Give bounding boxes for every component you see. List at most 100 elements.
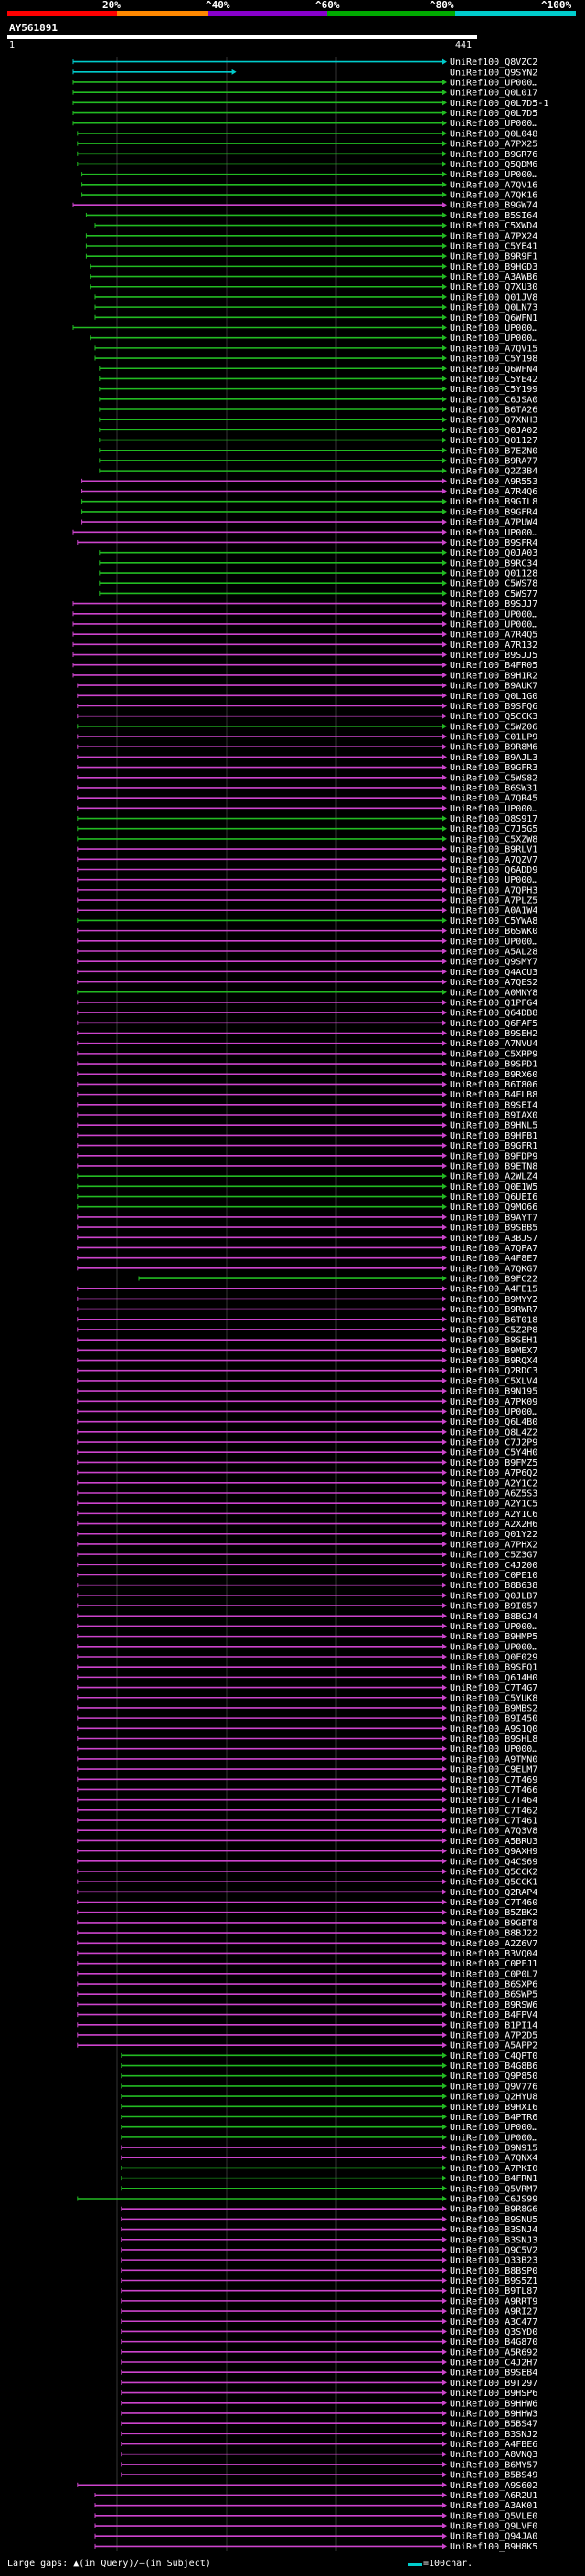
hit-label[interactable]: UniRef100_A0MNY8	[450, 988, 537, 998]
hit-label[interactable]: UniRef100_A7P2D5	[450, 2030, 537, 2041]
hit-label[interactable]: UniRef100_Q5CCK1	[450, 1878, 537, 1888]
hit-label[interactable]: UniRef100_C4J200	[450, 1561, 537, 1571]
hit-label[interactable]: UniRef100_B9HSP6	[450, 2389, 537, 2399]
hit-label[interactable]: UniRef100_UP000…	[450, 78, 537, 88]
hit-label[interactable]: UniRef100_B9SEB4	[450, 2369, 537, 2379]
hit-label[interactable]: UniRef100_C5YE42	[450, 375, 537, 385]
hit-label[interactable]: UniRef100_A5AL28	[450, 947, 537, 957]
hit-label[interactable]: UniRef100_A6Z5S3	[450, 1489, 537, 1499]
hit-label[interactable]: UniRef100_B9FDP9	[450, 1151, 537, 1161]
hit-label[interactable]: UniRef100_B9SNU5	[450, 2215, 537, 2225]
hit-label[interactable]: UniRef100_A3AWB6	[450, 272, 537, 282]
hit-label[interactable]: UniRef100_B4FRN1	[450, 2174, 537, 2184]
hit-label[interactable]: UniRef100_B5BS47	[450, 2420, 537, 2430]
hit-label[interactable]: UniRef100_C9ELM7	[450, 1765, 537, 1776]
hit-label[interactable]: UniRef100_A7PX24	[450, 231, 537, 241]
hit-label[interactable]: UniRef100_C6JS99	[450, 2194, 537, 2204]
hit-label[interactable]: UniRef100_B9AJL3	[450, 753, 537, 763]
hit-label[interactable]: UniRef100_C5WZ06	[450, 722, 537, 732]
hit-label[interactable]: UniRef100_C5XRP9	[450, 1049, 537, 1059]
hit-label[interactable]: UniRef100_Q5CCK2	[450, 1867, 537, 1877]
hit-label[interactable]: UniRef100_Q1PFG4	[450, 998, 537, 1008]
hit-label[interactable]: UniRef100_Q0JA03	[450, 548, 537, 558]
hit-label[interactable]: UniRef100_Q6J4H0	[450, 1673, 537, 1683]
hit-label[interactable]: UniRef100_Q01JV8	[450, 292, 537, 302]
hit-label[interactable]: UniRef100_Q6ADD9	[450, 865, 537, 875]
hit-label[interactable]: UniRef100_Q2RAP4	[450, 1888, 537, 1898]
hit-label[interactable]: UniRef100_Q9C5V2	[450, 2245, 537, 2255]
hit-label[interactable]: UniRef100_Q5VRM7	[450, 2184, 537, 2194]
hit-label[interactable]: UniRef100_B9MEX7	[450, 1346, 537, 1356]
hit-label[interactable]: UniRef100_UP000…	[450, 170, 537, 180]
hit-label[interactable]: UniRef100_Q0LN73	[450, 303, 537, 313]
hit-label[interactable]: UniRef100_Q01127	[450, 436, 537, 446]
hit-label[interactable]: UniRef100_Q5CCK3	[450, 712, 537, 722]
hit-label[interactable]: UniRef100_B9GW74	[450, 201, 537, 211]
hit-label[interactable]: UniRef100_B6SWK0	[450, 927, 537, 937]
hit-label[interactable]: UniRef100_A5APP2	[450, 2041, 537, 2051]
hit-label[interactable]: UniRef100_B3SNJ2	[450, 2430, 537, 2440]
hit-label[interactable]: UniRef100_A9R553	[450, 477, 537, 487]
hit-label[interactable]: UniRef100_A7PHX2	[450, 1540, 537, 1550]
hit-label[interactable]: UniRef100_A2Y1C5	[450, 1500, 537, 1510]
hit-label[interactable]: UniRef100_B9FMZ5	[450, 1458, 537, 1468]
hit-label[interactable]: UniRef100_C7T466	[450, 1786, 537, 1796]
hit-label[interactable]: UniRef100_B3SNJ3	[450, 2235, 537, 2245]
hit-label[interactable]: UniRef100_A7R132	[450, 641, 537, 651]
hit-label[interactable]: UniRef100_C4QPT0	[450, 2051, 537, 2062]
hit-label[interactable]: UniRef100_Q8S917	[450, 814, 537, 824]
hit-label[interactable]: UniRef100_Q0JLB7	[450, 1591, 537, 1601]
hit-label[interactable]: UniRef100_B9SBB5	[450, 1224, 537, 1234]
hit-label[interactable]: UniRef100_C5XZW8	[450, 834, 537, 844]
hit-label[interactable]: UniRef100_B3VQ04	[450, 1949, 537, 1959]
hit-label[interactable]: UniRef100_Q2HYU8	[450, 2093, 537, 2103]
hit-label[interactable]: UniRef100_B6TA26	[450, 406, 537, 416]
hit-label[interactable]: UniRef100_A2Y1C2	[450, 1479, 537, 1489]
hit-label[interactable]: UniRef100_UP000…	[450, 1642, 537, 1652]
hit-label[interactable]: UniRef100_Q4CS69	[450, 1857, 537, 1867]
hit-label[interactable]: UniRef100_A2X2H6	[450, 1520, 537, 1530]
hit-label[interactable]: UniRef100_B9SEI4	[450, 1100, 537, 1110]
hit-label[interactable]: UniRef100_UP000…	[450, 1744, 537, 1754]
hit-label[interactable]: UniRef100_C0PFJ1	[450, 1959, 537, 1969]
hit-label[interactable]: UniRef100_B9HMP5	[450, 1632, 537, 1642]
hit-label[interactable]: UniRef100_A9TMN0	[450, 1754, 537, 1765]
hit-label[interactable]: UniRef100_C7J2P9	[450, 1438, 537, 1448]
hit-label[interactable]: UniRef100_A3AK01	[450, 2501, 537, 2511]
hit-label[interactable]: UniRef100_B9GFR4	[450, 507, 537, 517]
hit-label[interactable]: UniRef100_C5WS82	[450, 773, 537, 783]
hit-label[interactable]: UniRef100_UP000…	[450, 323, 537, 334]
hit-label[interactable]: UniRef100_B6SWP5	[450, 1990, 537, 2000]
hit-label[interactable]: UniRef100_B9R9F1	[450, 252, 537, 262]
hit-label[interactable]: UniRef100_UP000…	[450, 620, 537, 630]
hit-label[interactable]: UniRef100_B6SXP6	[450, 1980, 537, 1990]
hit-label[interactable]: UniRef100_B9SFQ1	[450, 1663, 537, 1673]
hit-label[interactable]: UniRef100_C0PE10	[450, 1571, 537, 1581]
hit-label[interactable]: UniRef100_B9RQX4	[450, 1356, 537, 1366]
hit-label[interactable]: UniRef100_A7QV15	[450, 344, 537, 354]
hit-label[interactable]: UniRef100_B9RSW6	[450, 2000, 537, 2010]
hit-label[interactable]: UniRef100_A9S602	[450, 2481, 537, 2491]
hit-label[interactable]: UniRef100_Q2Z3B4	[450, 467, 537, 477]
hit-label[interactable]: UniRef100_UP000…	[450, 528, 537, 538]
hit-label[interactable]: UniRef100_B9MYY2	[450, 1295, 537, 1305]
hit-label[interactable]: UniRef100_B6SW31	[450, 783, 537, 793]
hit-label[interactable]: UniRef100_A7QNX4	[450, 2154, 537, 2164]
hit-label[interactable]: UniRef100_B6MY57	[450, 2460, 537, 2470]
hit-label[interactable]: UniRef100_Q9LVF0	[450, 2522, 537, 2532]
hit-label[interactable]: UniRef100_Q8VZC2	[450, 58, 537, 68]
hit-label[interactable]: UniRef100_B9RC34	[450, 558, 537, 568]
hit-label[interactable]: UniRef100_A8VNQ3	[450, 2450, 537, 2460]
hit-label[interactable]: UniRef100_B8B638	[450, 1581, 537, 1591]
hit-label[interactable]: UniRef100_B9HFB1	[450, 1131, 537, 1141]
hit-label[interactable]: UniRef100_B4PTR6	[450, 2113, 537, 2123]
hit-label[interactable]: UniRef100_A2Y1C6	[450, 1510, 537, 1520]
hit-label[interactable]: UniRef100_Q8L4Z2	[450, 1427, 537, 1437]
hit-label[interactable]: UniRef100_C4J2H7	[450, 2359, 537, 2369]
hit-label[interactable]: UniRef100_UP000…	[450, 119, 537, 129]
hit-label[interactable]: UniRef100_Q6L4B0	[450, 1417, 537, 1427]
hit-label[interactable]: UniRef100_C5Z2P8	[450, 1325, 537, 1335]
hit-label[interactable]: UniRef100_A7Q3V8	[450, 1827, 537, 1837]
hit-label[interactable]: UniRef100_Q0L1G0	[450, 692, 537, 702]
hit-label[interactable]: UniRef100_C5Z3G7	[450, 1551, 537, 1561]
